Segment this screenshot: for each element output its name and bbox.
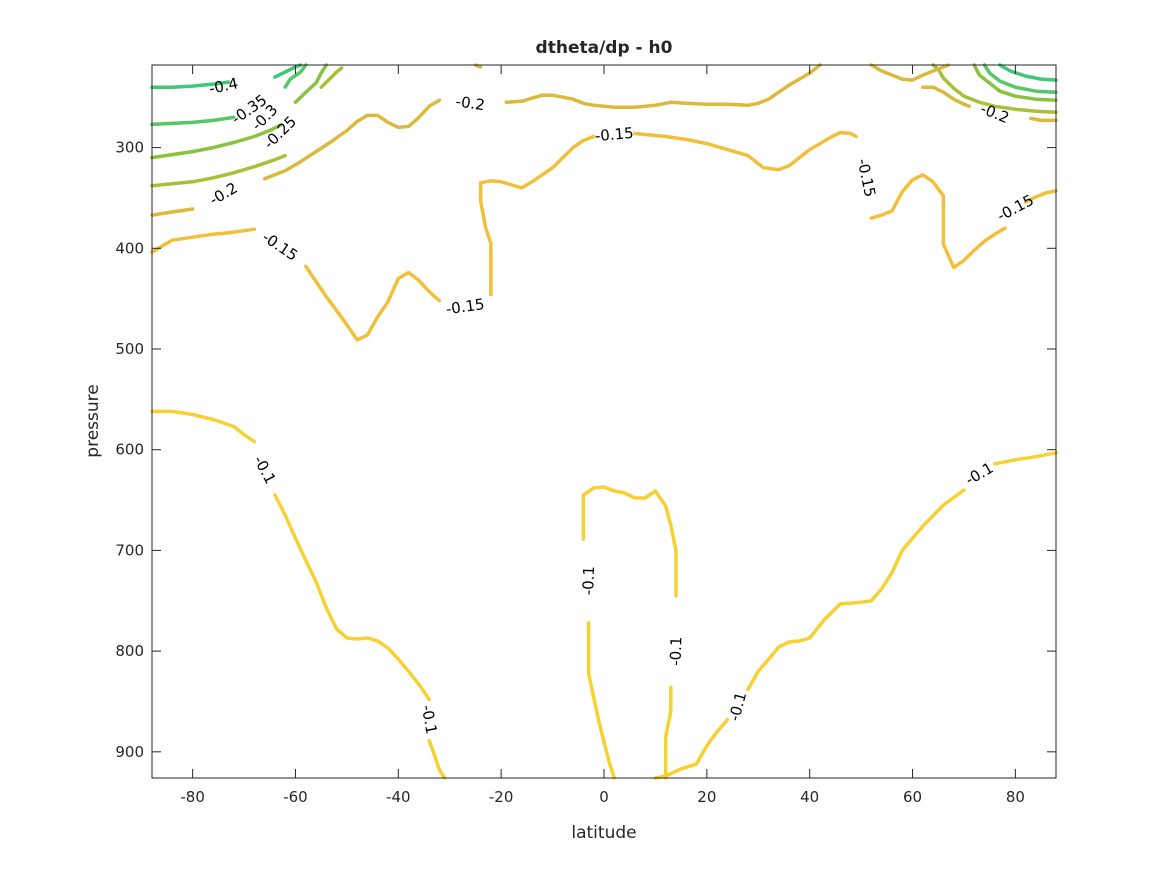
x-tick-label: 20 bbox=[697, 788, 716, 806]
contour-line-10 bbox=[319, 66, 344, 89]
x-tick-label: -40 bbox=[386, 788, 411, 806]
y-tick-label: 500 bbox=[115, 340, 144, 358]
y-tick-label: 800 bbox=[115, 642, 144, 660]
x-tick-label: 0 bbox=[599, 788, 609, 806]
contour-line-29 bbox=[663, 685, 673, 780]
contour-line-4 bbox=[283, 63, 308, 89]
contour-line-1 bbox=[273, 63, 303, 79]
y-tick-label: 600 bbox=[115, 441, 144, 459]
contour-line-11 bbox=[931, 63, 1058, 115]
contour-line-0 bbox=[150, 80, 231, 89]
y-tick-label: 900 bbox=[115, 743, 144, 761]
contour-line-7 bbox=[293, 63, 329, 105]
contour-line-3 bbox=[150, 115, 236, 127]
contour-line-22 bbox=[633, 130, 858, 172]
contour-line-5 bbox=[982, 63, 1058, 94]
chart-title: dtheta/dp - h0 bbox=[536, 38, 673, 58]
x-tick-label: 40 bbox=[800, 788, 819, 806]
contour-line-26 bbox=[273, 493, 431, 702]
x-tick-label: -20 bbox=[489, 788, 514, 806]
contour-line-24 bbox=[1023, 189, 1058, 204]
x-tick-label: -80 bbox=[180, 788, 205, 806]
contour-line-14 bbox=[504, 63, 822, 110]
contour-line-8 bbox=[972, 63, 1058, 102]
contour-line-19 bbox=[150, 227, 257, 255]
x-tick-label: -60 bbox=[283, 788, 308, 806]
contour-label-15: -0.1 bbox=[666, 636, 685, 666]
contour-line-23 bbox=[869, 173, 1007, 270]
y-tick-label: 300 bbox=[115, 139, 144, 157]
contour-label-5: -0.2 bbox=[455, 92, 487, 114]
contour-label-8: -0.15 bbox=[445, 295, 486, 318]
contour-label-13: -0.1 bbox=[418, 704, 441, 736]
contour-line-31 bbox=[993, 450, 1059, 466]
x-tick-label: 60 bbox=[903, 788, 922, 806]
x-axis: -80 -60 -40 -20 0 20 40 60 80 bbox=[180, 65, 1025, 806]
plot-area bbox=[152, 65, 1056, 778]
contour-layer bbox=[150, 63, 1059, 780]
x-axis-label: latitude bbox=[571, 823, 636, 843]
contour-label-14: -0.1 bbox=[579, 566, 598, 596]
contour-line-27 bbox=[427, 738, 447, 780]
y-axis-label: pressure bbox=[83, 384, 103, 457]
y-tick-label: 400 bbox=[115, 239, 144, 257]
contour-line-2 bbox=[998, 63, 1058, 82]
contour-line-17 bbox=[1029, 116, 1058, 123]
contour-line-25 bbox=[150, 409, 257, 444]
y-axis: 300 400 500 600 700 800 900 bbox=[115, 139, 1056, 761]
contour-line-33 bbox=[653, 717, 730, 780]
contour-line-21 bbox=[478, 134, 596, 297]
contour-label-9: -0.15 bbox=[594, 124, 634, 145]
contour-line-13 bbox=[262, 98, 442, 181]
contour-label-0: -0.4 bbox=[207, 74, 239, 98]
contour-line-15 bbox=[869, 63, 951, 82]
x-tick-label: 80 bbox=[1006, 788, 1025, 806]
contour-line-20 bbox=[304, 264, 442, 342]
contour-line-28 bbox=[581, 485, 678, 598]
contour-line-30 bbox=[586, 621, 617, 780]
contour-line-6 bbox=[150, 123, 282, 160]
y-tick-label: 700 bbox=[115, 541, 144, 559]
contour-line-9 bbox=[150, 153, 287, 188]
contour-line-16 bbox=[921, 85, 971, 109]
contour-line-12 bbox=[150, 207, 195, 217]
contour-line-32 bbox=[746, 488, 966, 692]
